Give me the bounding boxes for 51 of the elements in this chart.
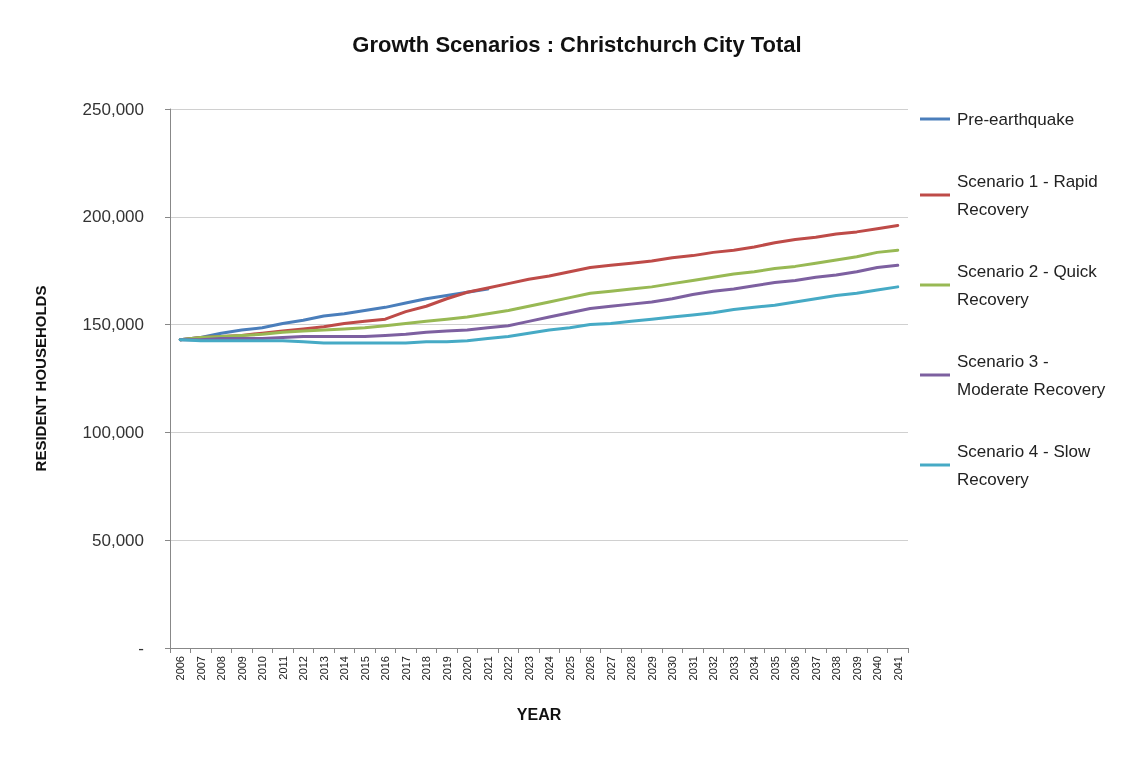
x-tick-label: 2037 xyxy=(809,656,822,681)
x-tick-label: 2029 xyxy=(645,656,658,681)
x-tick-label: 2006 xyxy=(174,656,187,681)
y-tick-label: 100,000 xyxy=(82,422,144,442)
x-tick-label: 2036 xyxy=(789,656,802,681)
x-tick-label: 2032 xyxy=(707,656,720,681)
legend-label: Pre-earthquake xyxy=(957,109,1075,129)
x-tick-label: 2023 xyxy=(522,656,535,681)
x-tick-label: 2034 xyxy=(748,656,761,681)
x-tick-label: 2022 xyxy=(502,656,515,681)
legend-label: Scenario 2 - Quick Recovery xyxy=(957,261,1102,309)
chart-title: Growth Scenarios : Christchurch City Total xyxy=(352,31,802,57)
x-tick-label: 2015 xyxy=(358,656,371,681)
x-tick-label: 2008 xyxy=(215,656,228,681)
legend-label: Scenario 1 - Rapid Recovery xyxy=(957,171,1103,219)
x-tick-label: 2017 xyxy=(399,656,412,681)
x-tick-label: 2010 xyxy=(256,656,269,681)
x-tick-label: 2018 xyxy=(420,656,433,681)
x-tick-label: 2013 xyxy=(317,656,330,681)
y-tick-label: 200,000 xyxy=(82,207,144,227)
x-tick-label: 2038 xyxy=(830,656,843,681)
x-tick-label: 2027 xyxy=(604,656,617,681)
y-tick-label: 150,000 xyxy=(82,315,144,335)
x-tick-label: 2020 xyxy=(461,656,474,681)
x-tick-label: 2041 xyxy=(891,656,904,681)
x-tick-label: 2031 xyxy=(686,656,699,681)
x-tick-label: 2024 xyxy=(543,656,556,681)
x-tick-label: 2026 xyxy=(584,656,597,681)
x-tick-label: 2028 xyxy=(625,656,638,681)
x-tick-label: 2019 xyxy=(440,656,453,681)
x-tick-label: 2012 xyxy=(297,656,310,681)
x-tick-label: 2009 xyxy=(235,656,248,681)
line-series xyxy=(178,285,900,345)
x-tick-label: 2033 xyxy=(727,656,740,681)
y-tick-label: 50,000 xyxy=(92,530,144,550)
y-tick-label: - xyxy=(138,638,144,658)
x-tick-label: 2025 xyxy=(563,656,576,681)
x-tick-label: 2011 xyxy=(276,656,289,680)
x-tick-label: 2030 xyxy=(666,656,679,681)
x-tick-label: 2021 xyxy=(481,656,494,681)
x-tick-label: 2016 xyxy=(379,656,392,681)
legend-label: Scenario 3 - Moderate Recovery xyxy=(957,351,1106,399)
x-tick-label: 2040 xyxy=(871,656,884,681)
legend-label: Scenario 4 - Slow Recovery xyxy=(957,441,1095,489)
x-tick-label: 2039 xyxy=(850,656,863,681)
y-tick-label: 250,000 xyxy=(82,99,144,119)
x-tick-label: 2007 xyxy=(194,656,207,681)
y-axis-title: RESIDENT HOUSEHOLDS xyxy=(32,285,49,472)
x-tick-label: 2014 xyxy=(338,656,351,681)
x-tick-label: 2035 xyxy=(768,656,781,681)
x-axis-title: YEAR xyxy=(516,705,562,723)
